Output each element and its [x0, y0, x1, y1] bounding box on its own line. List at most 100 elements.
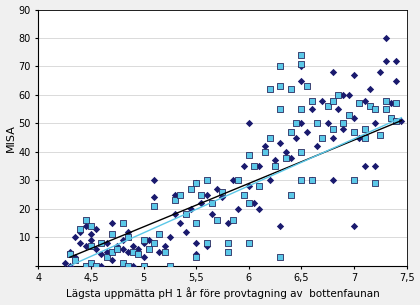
Point [398, 118, 405, 123]
Point [109, 249, 116, 254]
Point [382, 98, 389, 103]
Point [82, 263, 89, 268]
Point [98, 263, 105, 268]
Point [166, 263, 173, 268]
Point [282, 155, 289, 160]
Point [109, 258, 116, 263]
Point [335, 107, 341, 112]
Point [319, 135, 326, 140]
Point [161, 243, 168, 248]
Point [298, 107, 305, 112]
Point [82, 243, 89, 248]
Point [361, 98, 368, 103]
Point [298, 61, 305, 66]
Point [330, 98, 336, 103]
Point [277, 224, 284, 228]
Point [277, 64, 284, 69]
Point [88, 263, 94, 268]
X-axis label: Lägsta uppmätta pH 1 år före provtagning av  bottenfaunan: Lägsta uppmätta pH 1 år före provtagning… [66, 288, 379, 300]
Point [272, 164, 278, 169]
Point [88, 243, 94, 248]
Point [351, 130, 357, 135]
Point [277, 255, 284, 260]
Point [303, 130, 310, 135]
Point [72, 258, 79, 263]
Point [209, 212, 215, 217]
Point [98, 252, 105, 257]
Point [256, 206, 262, 211]
Point [230, 178, 236, 183]
Point [130, 263, 136, 268]
Point [193, 221, 199, 225]
Point [119, 221, 126, 225]
Point [109, 232, 116, 237]
Point [203, 241, 210, 246]
Point [140, 241, 147, 246]
Point [293, 121, 299, 126]
Point [235, 178, 242, 183]
Point [298, 64, 305, 69]
Point [351, 224, 357, 228]
Point [298, 53, 305, 58]
Point [235, 206, 242, 211]
Point [393, 118, 399, 123]
Point [114, 246, 121, 251]
Point [61, 260, 68, 265]
Point [388, 101, 394, 106]
Point [124, 229, 131, 234]
Point [377, 132, 384, 137]
Point [266, 178, 273, 183]
Point [245, 184, 252, 188]
Point [109, 221, 116, 225]
Point [93, 246, 100, 251]
Point [203, 243, 210, 248]
Point [393, 58, 399, 63]
Point [256, 164, 262, 169]
Point [156, 232, 163, 237]
Point [151, 203, 158, 208]
Point [377, 70, 384, 75]
Point [198, 201, 205, 206]
Point [98, 241, 105, 246]
Point [256, 184, 262, 188]
Point [372, 164, 378, 169]
Point [356, 101, 362, 106]
Point [356, 135, 362, 140]
Point [351, 115, 357, 120]
Point [135, 246, 142, 251]
Point [119, 238, 126, 242]
Point [145, 238, 152, 242]
Point [82, 218, 89, 223]
Point [203, 192, 210, 197]
Point [335, 92, 341, 97]
Point [188, 206, 194, 211]
Point [288, 130, 294, 135]
Point [298, 121, 305, 126]
Point [372, 107, 378, 112]
Point [145, 246, 152, 251]
Point [114, 243, 121, 248]
Point [293, 135, 299, 140]
Point [82, 224, 89, 228]
Point [361, 135, 368, 140]
Point [140, 263, 147, 268]
Point [382, 36, 389, 41]
Point [340, 127, 347, 131]
Point [88, 260, 94, 265]
Point [151, 241, 158, 246]
Point [119, 246, 126, 251]
Point [203, 178, 210, 183]
Point [266, 87, 273, 92]
Point [240, 164, 247, 169]
Point [388, 115, 394, 120]
Point [193, 252, 199, 257]
Point [66, 249, 73, 254]
Point [77, 226, 84, 231]
Point [140, 238, 147, 242]
Point [182, 212, 189, 217]
Point [330, 127, 336, 131]
Point [119, 263, 126, 268]
Point [103, 255, 110, 260]
Point [88, 232, 94, 237]
Point [193, 181, 199, 186]
